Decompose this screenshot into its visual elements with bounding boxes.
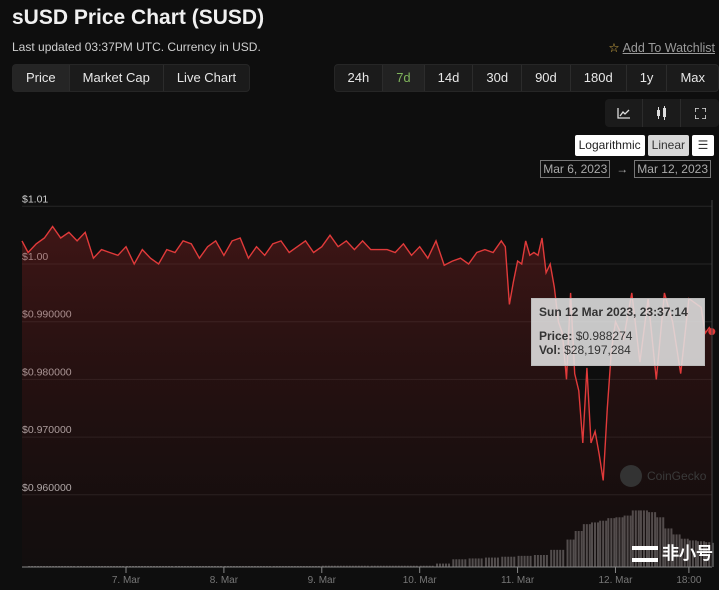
volume-bar bbox=[711, 542, 714, 567]
x-tick-label: 10. Mar bbox=[403, 575, 438, 586]
x-tick-label: 9. Mar bbox=[308, 575, 337, 586]
range-90d[interactable]: 90d bbox=[522, 65, 571, 91]
tooltip-vol: $28,197,284 bbox=[564, 343, 631, 357]
tooltip-date: Sun 12 Mar 2023, 23:37:14 bbox=[539, 305, 688, 319]
logarithmic-button[interactable]: Logarithmic bbox=[574, 135, 645, 156]
tab-live-chart[interactable]: Live Chart bbox=[176, 70, 237, 85]
range-30d[interactable]: 30d bbox=[473, 65, 523, 91]
range-24h[interactable]: 24h bbox=[335, 65, 384, 91]
candlestick-icon[interactable] bbox=[643, 99, 681, 127]
x-tick-label: 7. Mar bbox=[112, 575, 141, 586]
tab-price[interactable]: Price bbox=[13, 65, 70, 91]
tooltip: Sun 12 Mar 2023, 23:37:14 Price: $0.9882… bbox=[531, 298, 705, 366]
coingecko-logo-icon bbox=[620, 465, 642, 487]
arrow-icon: → bbox=[616, 162, 629, 176]
logo-icon bbox=[632, 545, 658, 562]
view-tabs: Price Market Cap Live Chart bbox=[12, 64, 251, 92]
range-1y[interactable]: 1y bbox=[627, 65, 668, 91]
range-tabs: 24h 7d 14d 30d 90d 180d 1y Max bbox=[333, 64, 719, 92]
scale-toggle: Logarithmic Linear ☰ bbox=[574, 135, 714, 156]
range-180d[interactable]: 180d bbox=[571, 65, 627, 91]
tooltip-price-label: Price: bbox=[539, 329, 573, 343]
range-14d[interactable]: 14d bbox=[425, 65, 474, 91]
corner-logo-text: 非小号 bbox=[662, 544, 713, 563]
watermark-text: CoinGecko bbox=[647, 469, 707, 483]
watchlist-label: Add To Watchlist bbox=[622, 41, 715, 55]
range-max[interactable]: Max bbox=[680, 70, 705, 85]
last-updated: Last updated 03:37PM UTC. Currency in US… bbox=[12, 40, 261, 54]
x-tick-label: 18:00 bbox=[676, 575, 701, 586]
tooltip-vol-label: Vol: bbox=[539, 343, 561, 357]
chart-tools bbox=[605, 99, 719, 127]
menu-icon[interactable]: ☰ bbox=[692, 135, 714, 156]
corner-logo: 非小号 bbox=[632, 544, 713, 563]
tooltip-price: $0.988274 bbox=[575, 329, 633, 343]
date-range: Mar 6, 2023 → Mar 12, 2023 bbox=[540, 160, 711, 178]
range-7d[interactable]: 7d bbox=[383, 65, 425, 91]
star-icon: ☆ bbox=[608, 41, 620, 55]
add-to-watchlist-link[interactable]: ☆ Add To Watchlist bbox=[608, 40, 715, 55]
coingecko-watermark: CoinGecko bbox=[620, 465, 706, 487]
date-from-input[interactable]: Mar 6, 2023 bbox=[540, 160, 611, 178]
linear-button[interactable]: Linear bbox=[647, 135, 689, 156]
y-tick-label: $1.01 bbox=[22, 193, 48, 205]
x-tick-label: 12. Mar bbox=[599, 575, 634, 586]
line-chart-icon[interactable] bbox=[605, 99, 643, 127]
date-to-input[interactable]: Mar 12, 2023 bbox=[634, 160, 711, 178]
page-title: sUSD Price Chart (SUSD) bbox=[12, 6, 265, 29]
x-tick-label: 11. Mar bbox=[501, 575, 535, 586]
tab-market-cap[interactable]: Market Cap bbox=[70, 65, 164, 91]
x-tick-label: 8. Mar bbox=[210, 575, 239, 586]
price-line bbox=[21, 225, 713, 481]
